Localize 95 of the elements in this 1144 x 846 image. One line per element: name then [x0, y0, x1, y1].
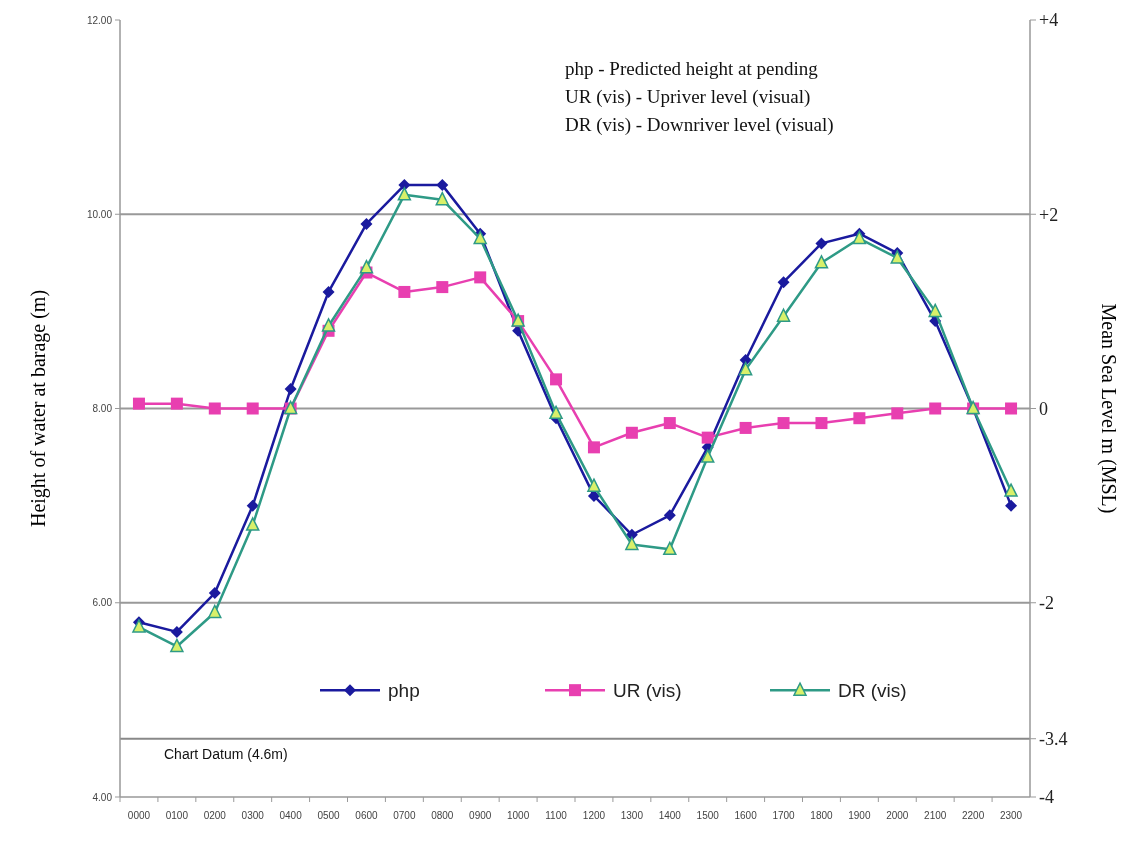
x-tick-label: 0600: [355, 810, 379, 821]
point: [777, 417, 790, 430]
y-tick-label: 4.00: [92, 791, 113, 803]
point: [245, 517, 260, 531]
y-tick-label: 8.00: [92, 403, 113, 414]
point: [815, 237, 828, 250]
y-tick-label: 6.00: [92, 597, 113, 609]
point: [474, 271, 487, 284]
point: [246, 402, 259, 415]
point: [208, 587, 221, 600]
point: [776, 308, 791, 322]
point: [852, 230, 867, 245]
point: [700, 449, 715, 463]
legend-label: DR (vis): [838, 679, 907, 701]
point: [398, 285, 411, 298]
point: [1005, 402, 1018, 415]
x-tick-label: 1300: [620, 810, 644, 821]
ref-line-label: Chart Datum (4.6m): [164, 745, 288, 762]
x-tick-label: 1000: [507, 810, 530, 821]
point: [587, 441, 600, 454]
x-tick-label: 0400: [279, 810, 303, 821]
x-tick-label: 2200: [962, 810, 985, 821]
x-tick-label: 2300: [999, 810, 1023, 821]
point: [436, 281, 449, 294]
x-tick-label: 1200: [582, 810, 606, 821]
point: [701, 431, 714, 444]
x-tick-label: 1700: [772, 810, 796, 821]
point: [587, 478, 601, 492]
point: [170, 625, 183, 638]
point: [246, 499, 259, 512]
x-tick-label: 0300: [241, 810, 265, 821]
point: [891, 407, 904, 420]
y2-tick-label: +2: [1039, 204, 1059, 225]
point: [550, 373, 563, 386]
x-tick-label: 1400: [658, 810, 682, 821]
point: [321, 318, 336, 332]
y2-axis-title: Mean Sea Level m (MSL): [1097, 303, 1120, 514]
y2-tick-label: 0: [1039, 398, 1048, 419]
point: [132, 619, 146, 633]
point: [284, 383, 297, 396]
point: [928, 303, 942, 318]
x-tick-label: 0500: [317, 810, 341, 821]
point: [322, 285, 335, 298]
point: [929, 402, 942, 415]
legend-label: php: [388, 679, 420, 701]
point: [814, 255, 829, 269]
point: [625, 426, 638, 439]
annotation: UR (vis) - Upriver level (visual): [565, 86, 811, 108]
point: [625, 536, 639, 551]
x-tick-label: 0900: [469, 810, 492, 821]
point: [170, 397, 183, 410]
x-tick-label: 0000: [127, 810, 151, 821]
x-tick-label: 0800: [431, 810, 454, 821]
x-tick-label: 2000: [886, 810, 909, 821]
x-tick-label: 2100: [924, 810, 947, 821]
y2-tick-label: -4: [1039, 787, 1054, 808]
annotation: php - Predicted height at pending: [565, 58, 819, 79]
point: [208, 604, 222, 619]
y-tick-label: 10.00: [86, 208, 113, 220]
point: [359, 259, 374, 274]
legend-label: UR (vis): [613, 679, 682, 701]
x-tick-label: 1100: [545, 810, 568, 821]
point: [170, 638, 184, 653]
point: [436, 179, 449, 192]
x-tick-label: 1500: [696, 810, 720, 821]
point: [1005, 499, 1018, 512]
point: [1004, 483, 1018, 497]
y2-tick-label: -2: [1039, 593, 1054, 614]
point: [853, 412, 866, 425]
y-axis-title: Height of water at barage (m): [27, 289, 50, 528]
y-tick-label: 12.00: [86, 14, 113, 26]
point: [663, 541, 677, 556]
point: [473, 230, 487, 245]
point: [777, 276, 790, 289]
point: [738, 361, 753, 376]
point: [397, 187, 412, 201]
point: [739, 421, 752, 434]
point: [435, 191, 450, 206]
y2-tick-label: +4: [1039, 10, 1059, 31]
x-tick-label: 1800: [810, 810, 834, 821]
x-tick-label: 0200: [203, 810, 227, 821]
point: [815, 417, 828, 430]
x-tick-label: 1600: [734, 810, 758, 821]
point: [890, 250, 905, 264]
point: [360, 217, 373, 230]
y2-tick-label: -3.4: [1039, 729, 1068, 750]
point: [663, 509, 676, 522]
annotation: DR (vis) - Downriver level (visual): [565, 114, 834, 136]
point: [132, 397, 145, 410]
x-tick-label: 0100: [165, 810, 189, 821]
point: [208, 402, 221, 415]
x-tick-label: 1900: [848, 810, 871, 821]
point: [549, 405, 563, 420]
x-tick-label: 0700: [393, 810, 416, 821]
point: [663, 417, 676, 430]
